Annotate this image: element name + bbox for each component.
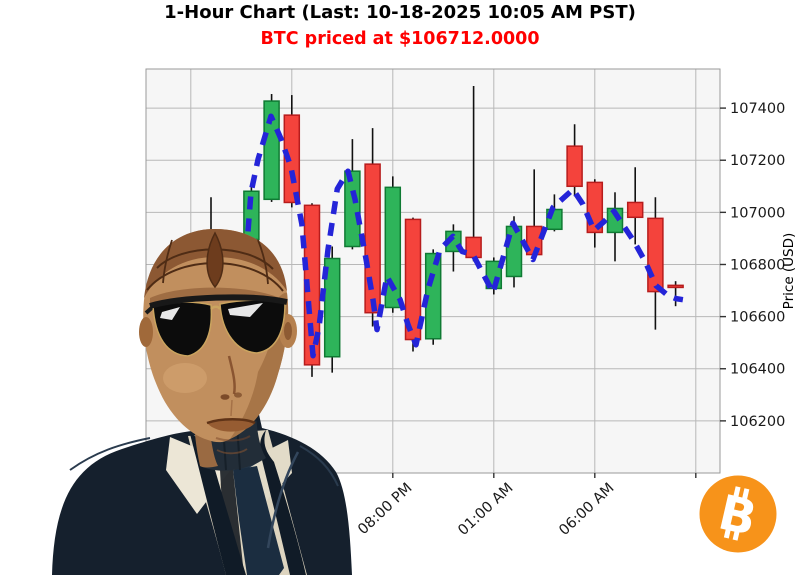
dome-seam: [162, 239, 173, 284]
dome-seam: [257, 239, 269, 285]
suit-lapel-right: [259, 430, 306, 575]
candlestick-down: [626, 201, 644, 219]
cheek-highlight: [163, 363, 207, 393]
forehead-teardrop: [206, 231, 224, 289]
axes-spines: [145, 68, 721, 474]
y-tick-label: 107200: [730, 153, 785, 169]
bitcoin-bar: [733, 486, 741, 498]
page-title: 1-Hour Chart (Last: 10-18-2025 10:05 AM …: [164, 2, 636, 23]
agent-head: [139, 229, 297, 455]
head: [143, 229, 289, 443]
candlestick-down: [364, 163, 381, 314]
mouth-line: [206, 418, 256, 425]
nostril: [220, 394, 230, 400]
suit-lapel-left: [190, 434, 246, 575]
candlestick-down: [404, 218, 422, 341]
y-tick-label: 107400: [730, 101, 785, 117]
lips: [207, 420, 255, 432]
y-tick-label: 107000: [730, 205, 785, 221]
bitcoin-bar: [742, 488, 750, 500]
shoulder-seam-right: [299, 445, 339, 487]
y-tick-label: 106800: [730, 257, 785, 273]
bitcoin-logo-circle: [699, 475, 777, 553]
sunglasses-bridge: [210, 305, 222, 310]
sunglasses: [144, 294, 288, 357]
tie: [233, 466, 284, 575]
ear-left: [139, 317, 153, 347]
candlestick-down: [566, 145, 583, 188]
head-dome: [144, 229, 287, 298]
ear-right-inner: [284, 322, 292, 340]
candlestick-down: [667, 284, 684, 289]
y-axis-title: Price (USD): [781, 233, 797, 310]
candlestick-up: [384, 186, 402, 309]
nostril: [234, 392, 242, 398]
lens-glint: [228, 303, 263, 317]
y-axis-labels: 107400 107200 107000 106800 106600 106400 1062…: [720, 101, 785, 430]
sunglasses-browbar: [149, 294, 288, 309]
lapel-highlight: [266, 451, 300, 549]
price-subtitle: BTC priced at $106712.0000: [260, 29, 540, 49]
bitcoin-bar: [732, 529, 740, 541]
moving-average-line: [245, 113, 684, 359]
agent-body: [52, 406, 352, 575]
y-tick-label: 106400: [730, 362, 785, 378]
bitcoin-bar: [723, 527, 731, 539]
lens-glint: [160, 307, 180, 320]
shirt-collar-left: [166, 437, 235, 514]
candlestick-up: [263, 100, 280, 201]
shoulder-seam: [69, 437, 151, 471]
nose: [227, 355, 236, 395]
chin-crease: [216, 448, 248, 455]
candlestick-up: [323, 257, 341, 358]
lower-lip-shadow: [215, 435, 251, 442]
bitcoin-logo: B: [699, 475, 777, 553]
philtrum: [230, 399, 233, 417]
plot-border: [145, 68, 721, 474]
candlestick-up: [344, 170, 361, 248]
y-tick-label: 106600: [730, 310, 785, 326]
y-tick-label: 106200: [730, 414, 785, 430]
